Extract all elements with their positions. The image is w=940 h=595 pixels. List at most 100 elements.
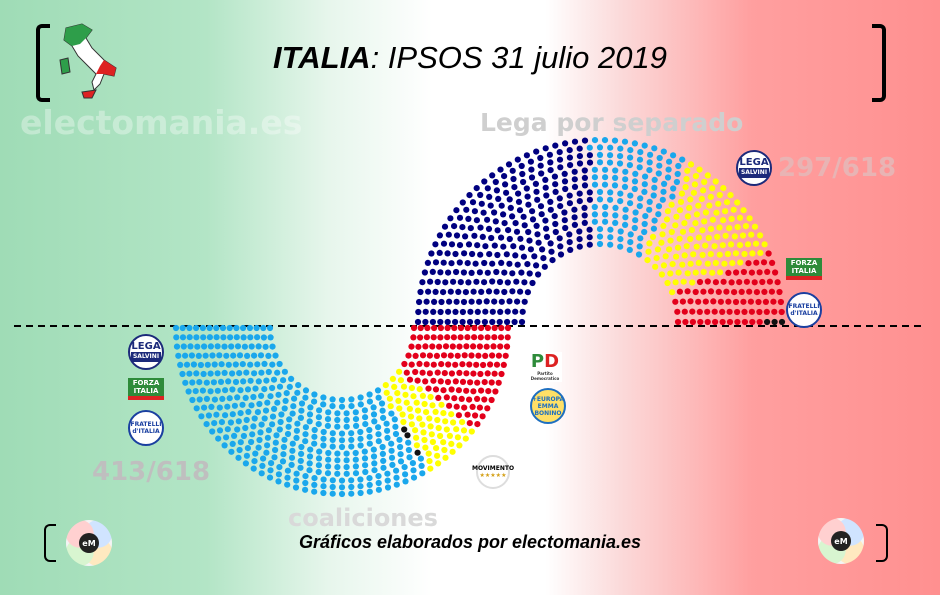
seat <box>443 394 450 401</box>
seat <box>243 452 250 459</box>
seat <box>719 318 726 326</box>
seat <box>456 259 463 266</box>
seat <box>483 343 490 350</box>
seat <box>325 463 332 470</box>
seat <box>524 193 531 200</box>
seat <box>720 217 727 224</box>
pd-logo-text: PD <box>530 351 560 372</box>
seat <box>248 438 255 446</box>
seat <box>611 137 619 144</box>
seat <box>329 436 336 443</box>
seat <box>462 289 469 296</box>
seat <box>454 434 461 441</box>
seat <box>504 279 511 286</box>
seat <box>732 250 740 257</box>
seat <box>637 149 644 156</box>
seat <box>459 378 467 385</box>
seat <box>472 412 479 419</box>
seat <box>348 430 355 437</box>
seat <box>275 391 282 398</box>
seat <box>438 298 445 306</box>
seat <box>566 147 573 154</box>
seat <box>408 343 415 350</box>
seat <box>214 387 221 394</box>
seat <box>699 227 706 234</box>
seat <box>412 427 419 434</box>
seat <box>734 318 741 326</box>
seat <box>311 426 318 434</box>
seat <box>338 484 346 491</box>
seat <box>466 361 473 368</box>
seat <box>561 170 568 177</box>
seat <box>402 391 409 398</box>
seat <box>222 387 229 394</box>
seat <box>497 308 504 315</box>
seat <box>264 442 271 449</box>
seat <box>320 476 327 483</box>
seat <box>440 259 447 266</box>
seat <box>479 413 486 420</box>
seat <box>175 352 182 359</box>
seat <box>211 361 218 368</box>
electomania-logo-right-text: eM <box>831 531 851 551</box>
seat <box>675 269 682 276</box>
seat <box>668 228 675 236</box>
seat <box>444 318 451 326</box>
seat <box>776 288 783 296</box>
seat <box>417 288 424 296</box>
seat <box>666 246 673 253</box>
seat <box>432 408 439 415</box>
seat <box>338 443 346 451</box>
seat <box>503 189 510 196</box>
seat <box>243 416 250 424</box>
seat <box>343 457 350 464</box>
seat <box>716 224 723 231</box>
seat <box>295 382 302 389</box>
seat <box>458 395 465 402</box>
seat <box>474 308 481 315</box>
seat <box>656 154 663 162</box>
seat <box>288 461 295 468</box>
seat <box>681 308 688 315</box>
seat <box>485 288 493 295</box>
seat <box>348 436 355 443</box>
seat <box>478 387 485 394</box>
seat <box>366 433 373 440</box>
seat <box>417 455 424 462</box>
seat <box>591 174 599 181</box>
seat <box>437 378 444 385</box>
seat <box>636 203 643 210</box>
seat <box>710 298 717 305</box>
seat <box>343 464 350 471</box>
seat <box>477 224 484 231</box>
seat <box>704 318 711 326</box>
europa-logo-text-2: EMMA BONINO <box>534 402 562 417</box>
seat <box>453 232 461 239</box>
seat <box>457 334 464 341</box>
seat <box>244 352 251 359</box>
seat <box>388 447 395 454</box>
seat <box>428 431 435 438</box>
seat <box>612 212 619 219</box>
seat <box>315 414 322 421</box>
seat <box>501 220 508 227</box>
seat <box>523 152 531 159</box>
seat <box>690 251 697 258</box>
seat <box>617 190 624 197</box>
seat <box>612 219 619 226</box>
seat <box>223 434 230 441</box>
seat <box>696 278 704 286</box>
seat <box>488 234 495 242</box>
seat <box>293 470 300 477</box>
seat <box>249 431 256 438</box>
seat <box>556 235 563 242</box>
forza-italia-logo-coalition: FORZA ITALIA <box>128 378 164 400</box>
seat <box>534 231 541 238</box>
seat <box>448 260 455 267</box>
seat <box>424 259 431 266</box>
seat <box>566 231 573 238</box>
seat <box>468 298 475 305</box>
seat <box>388 410 395 417</box>
seat <box>384 477 391 484</box>
seat <box>255 343 262 350</box>
